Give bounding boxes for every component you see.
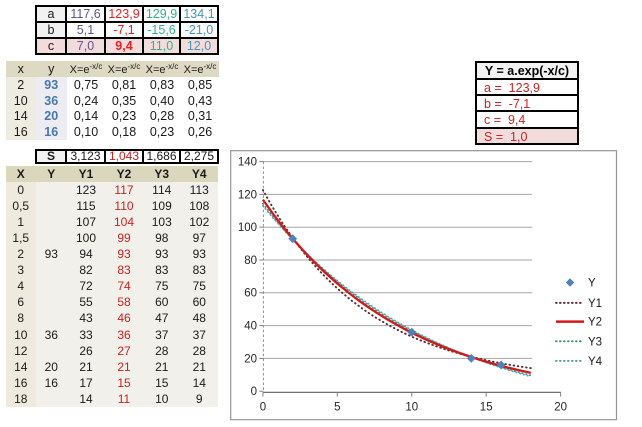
svg-text:Y4: Y4 [588, 356, 603, 368]
svg-text:Y1: Y1 [588, 298, 602, 310]
svg-text:20: 20 [244, 353, 257, 365]
svg-text:20: 20 [554, 402, 567, 414]
svg-text:Y2: Y2 [588, 317, 602, 329]
svg-text:Y3: Y3 [588, 336, 602, 348]
svg-text:100: 100 [238, 222, 257, 234]
svg-text:120: 120 [238, 189, 257, 201]
svg-text:5: 5 [334, 402, 340, 414]
svg-text:10: 10 [405, 402, 418, 414]
svg-text:15: 15 [480, 402, 493, 414]
svg-text:Y: Y [588, 278, 596, 290]
svg-text:40: 40 [244, 321, 257, 333]
svg-text:0: 0 [260, 402, 266, 414]
svg-text:60: 60 [244, 288, 257, 300]
svg-text:0: 0 [251, 386, 257, 398]
svg-text:80: 80 [244, 255, 257, 267]
svg-text:140: 140 [238, 157, 257, 169]
